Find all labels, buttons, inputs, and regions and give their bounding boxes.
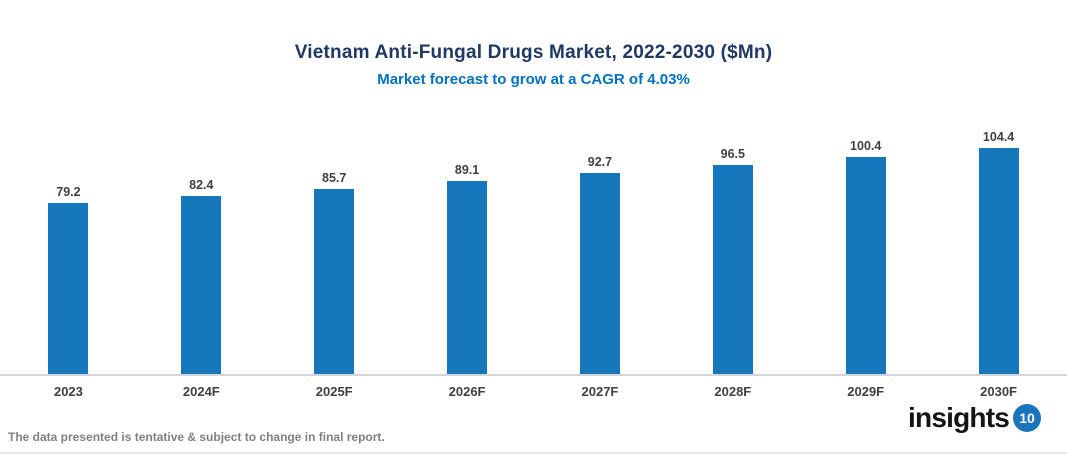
bar-value-label: 92.7 bbox=[587, 155, 613, 170]
x-axis-label: 2023 bbox=[53, 384, 83, 399]
bar-area: 96.5 bbox=[712, 128, 753, 374]
bar bbox=[978, 148, 1019, 374]
bar-value-label: 82.4 bbox=[189, 177, 214, 192]
bar-value-label: 85.7 bbox=[322, 170, 347, 185]
bar-column: 85.7 2025F bbox=[268, 128, 401, 399]
bar-column: 92.7 2027F bbox=[534, 128, 667, 399]
bar bbox=[712, 165, 753, 374]
bar-value-label: 89.1 bbox=[454, 163, 480, 178]
bar-value-label: 96.5 bbox=[720, 147, 745, 162]
bar-area: 100.4 bbox=[845, 128, 886, 374]
x-axis-label: 2024F bbox=[182, 384, 220, 399]
disclaimer-text: The data presented is tentative & subjec… bbox=[8, 430, 385, 444]
chart-subtitle: Market forecast to grow at a CAGR of 4.0… bbox=[377, 71, 690, 88]
x-axis-label: 2030F bbox=[980, 384, 1017, 399]
bar-area: 85.7 bbox=[314, 128, 355, 374]
bar-column: 104.4 2030F bbox=[932, 128, 1065, 399]
logo-wordmark: insights bbox=[908, 402, 1010, 433]
bar-area: 104.4 bbox=[978, 128, 1019, 374]
bar-column: 89.1 2026F bbox=[401, 128, 534, 399]
x-axis-label: 2025F bbox=[315, 384, 353, 399]
bar-area: 82.4 bbox=[181, 128, 222, 374]
x-axis-label: 2029F bbox=[847, 384, 885, 399]
insights10-logo: insights 10 bbox=[908, 402, 1041, 434]
bar-area: 92.7 bbox=[579, 128, 620, 374]
bar bbox=[447, 181, 488, 374]
x-axis-label: 2027F bbox=[581, 384, 619, 399]
bar bbox=[579, 173, 620, 374]
bar-column: 82.4 2024F bbox=[135, 128, 268, 399]
chart-title: Vietnam Anti-Fungal Drugs Market, 2022-2… bbox=[294, 42, 773, 63]
x-axis-line bbox=[0, 374, 1067, 376]
bar bbox=[314, 188, 355, 374]
bar bbox=[48, 202, 89, 374]
plot-area: 79.2 2023 82.4 2024F 85.7 2025F 89.1 2026F 92.7 2… bbox=[2, 128, 1065, 399]
bar-value-label: 79.2 bbox=[56, 184, 81, 199]
bar-column: 96.5 2028F bbox=[666, 128, 799, 399]
bar-column: 100.4 2029F bbox=[799, 128, 932, 399]
x-axis-label: 2026F bbox=[448, 384, 486, 399]
bar-column: 79.2 2023 bbox=[2, 128, 135, 399]
bar bbox=[845, 156, 886, 374]
x-axis-label: 2028F bbox=[714, 384, 752, 399]
bar-area: 79.2 bbox=[48, 128, 89, 374]
bar bbox=[181, 195, 222, 374]
bar-value-label: 100.4 bbox=[850, 138, 882, 153]
bar-value-label: 104.4 bbox=[982, 130, 1015, 144]
logo-10-badge: 10 bbox=[1013, 404, 1041, 432]
bar-area: 89.1 bbox=[447, 128, 488, 374]
